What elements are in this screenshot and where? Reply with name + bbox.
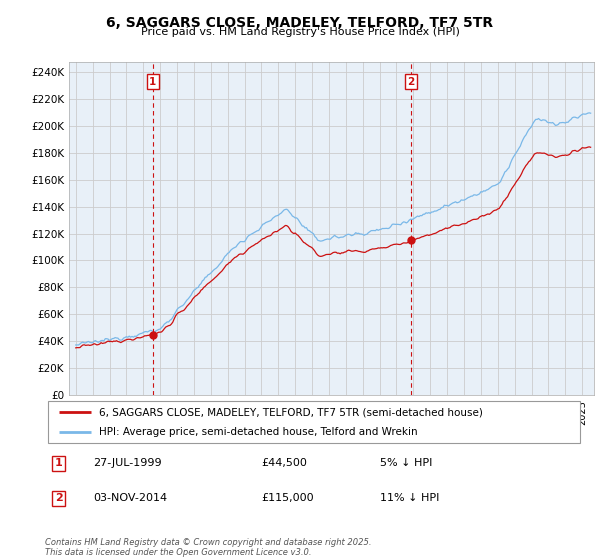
FancyBboxPatch shape [48, 401, 580, 444]
Text: 5% ↓ HPI: 5% ↓ HPI [380, 459, 432, 468]
Text: 2: 2 [55, 493, 62, 503]
Text: Contains HM Land Registry data © Crown copyright and database right 2025.
This d: Contains HM Land Registry data © Crown c… [45, 538, 371, 557]
Text: 6, SAGGARS CLOSE, MADELEY, TELFORD, TF7 5TR: 6, SAGGARS CLOSE, MADELEY, TELFORD, TF7 … [106, 16, 494, 30]
Text: 11% ↓ HPI: 11% ↓ HPI [380, 493, 439, 503]
Text: £115,000: £115,000 [261, 493, 314, 503]
Text: 1: 1 [55, 459, 62, 468]
Text: 1: 1 [149, 77, 157, 87]
Text: £44,500: £44,500 [261, 459, 307, 468]
Text: 27-JUL-1999: 27-JUL-1999 [94, 459, 162, 468]
Text: 03-NOV-2014: 03-NOV-2014 [94, 493, 168, 503]
Text: HPI: Average price, semi-detached house, Telford and Wrekin: HPI: Average price, semi-detached house,… [99, 427, 418, 437]
Text: Price paid vs. HM Land Registry's House Price Index (HPI): Price paid vs. HM Land Registry's House … [140, 27, 460, 37]
Text: 6, SAGGARS CLOSE, MADELEY, TELFORD, TF7 5TR (semi-detached house): 6, SAGGARS CLOSE, MADELEY, TELFORD, TF7 … [99, 407, 483, 417]
Text: 2: 2 [407, 77, 414, 87]
